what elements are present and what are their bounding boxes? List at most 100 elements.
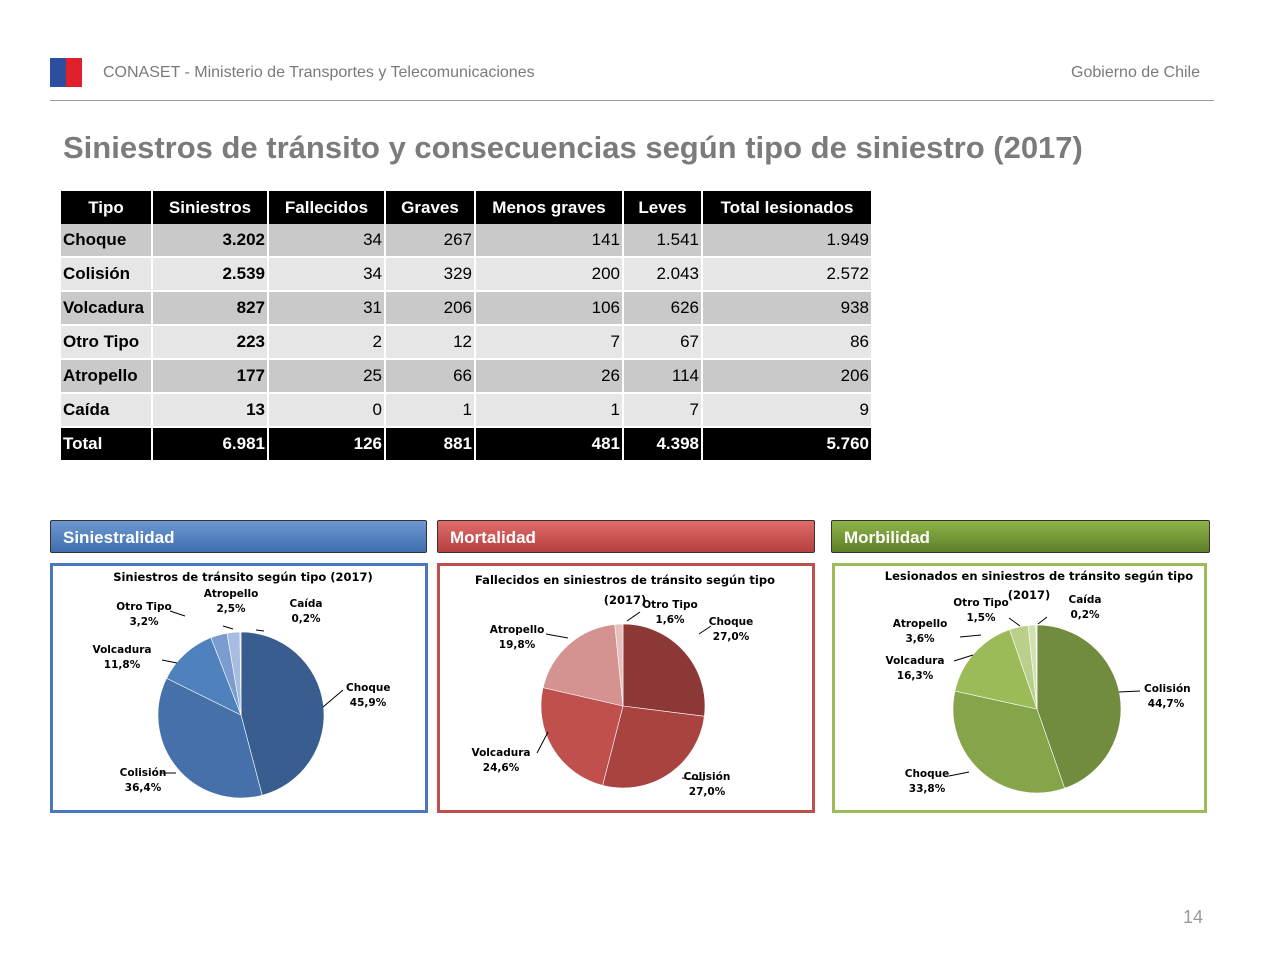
leader-line	[959, 634, 982, 638]
cell-graves: 329	[385, 257, 476, 292]
slice-label: Colisión	[1144, 683, 1191, 695]
cell-graves: 206	[385, 291, 476, 326]
cell-menos-graves: 1	[475, 393, 624, 428]
table-row: Volcadura 827 31 206 106 626 938	[61, 291, 871, 326]
section-mortalidad: Mortalidad	[437, 520, 815, 553]
cell-siniestros: 6.981	[152, 427, 269, 462]
page-number: 14	[1182, 907, 1203, 927]
slice-value-label: 36,4%	[125, 782, 162, 794]
cell-tipo: Total	[61, 427, 153, 462]
leader-line	[626, 611, 641, 622]
cell-fallecidos: 25	[268, 359, 386, 394]
cell-menos-graves: 7	[475, 325, 624, 360]
leader-line	[322, 689, 344, 708]
leader-line	[681, 777, 705, 781]
cell-siniestros: 177	[152, 359, 269, 394]
section-morbilidad: Morbilidad	[831, 520, 1210, 553]
section-siniestralidad: Siniestralidad	[50, 520, 427, 553]
leader-line	[1008, 617, 1021, 627]
chart-fallecidos-frame: Fallecidos en siniestros de tránsito seg…	[437, 563, 815, 813]
slice-value-label: 16,3%	[897, 670, 934, 682]
cell-menos-graves: 200	[475, 257, 624, 292]
slice-label: Caída	[1069, 594, 1102, 606]
pie-slice-volcadura	[954, 629, 1038, 710]
page-title: Siniestros de tránsito y consecuencias s…	[63, 130, 1083, 165]
gobierno-logo	[50, 58, 82, 87]
slice-label: Atropello	[204, 588, 259, 600]
slice-label: Choque	[709, 616, 754, 628]
pie-slice-colisi-n	[1036, 624, 1122, 789]
data-table: Tipo Siniestros Fallecidos Graves Menos …	[61, 191, 871, 462]
organization-name: CONASET - Ministerio de Transportes y Te…	[103, 64, 535, 81]
cell-leves: 1.541	[623, 224, 703, 258]
cell-leves: 626	[623, 291, 703, 326]
chart-title: Siniestros de tránsito según tipo (2017)	[113, 570, 373, 584]
cell-leves: 2.043	[623, 257, 703, 292]
slice-label: Caída	[290, 598, 323, 610]
chart-title: (2017)	[1008, 588, 1051, 602]
cell-fallecidos: 34	[268, 224, 386, 258]
slice-value-label: 2,5%	[216, 603, 246, 615]
cell-leves: 67	[623, 325, 703, 360]
pie-slice-colisi-n	[157, 677, 263, 799]
cell-leves: 4.398	[623, 427, 703, 462]
government-name: Gobierno de Chile	[1071, 64, 1200, 81]
slice-value-label: 3,6%	[905, 633, 935, 645]
chart-title: Fallecidos en siniestros de tránsito seg…	[475, 573, 775, 587]
cell-total-lesionados: 5.760	[702, 427, 871, 462]
cell-leves: 114	[623, 359, 703, 394]
cell-total-lesionados: 2.572	[702, 257, 871, 292]
leader-line	[948, 771, 970, 777]
header-divider	[50, 100, 1214, 101]
col-header-graves: Graves	[385, 191, 476, 224]
slice-value-label: 27,0%	[713, 631, 750, 643]
slice-label: Otro Tipo	[116, 601, 171, 613]
cell-fallecidos: 0	[268, 393, 386, 428]
cell-total-lesionados: 9	[702, 393, 871, 428]
pie-slice-colisi-n	[602, 705, 705, 789]
cell-menos-graves: 141	[475, 224, 624, 258]
slice-value-label: 3,2%	[129, 616, 159, 628]
cell-graves: 1	[385, 393, 476, 428]
cell-total-lesionados: 86	[702, 325, 871, 360]
cell-fallecidos: 2	[268, 325, 386, 360]
cell-total-lesionados: 1.949	[702, 224, 871, 258]
cell-siniestros: 3.202	[152, 224, 269, 258]
pie-slice-otro-tipo	[614, 623, 624, 707]
slice-label: Choque	[905, 768, 950, 780]
slice-value-label: 0,2%	[291, 613, 321, 625]
leader-line	[536, 731, 549, 754]
slice-label: Colisión	[684, 771, 731, 783]
table-row: Choque 3.202 34 267 141 1.541 1.949	[61, 224, 871, 258]
table-total-row: Total 6.981 126 881 481 4.398 5.760	[61, 427, 871, 462]
cell-tipo: Atropello	[61, 359, 153, 394]
col-header-leves: Leves	[623, 191, 703, 224]
leader-line	[255, 629, 265, 632]
col-header-siniestros: Siniestros	[152, 191, 269, 224]
cell-total-lesionados: 206	[702, 359, 871, 394]
slice-value-label: 0,2%	[1070, 609, 1100, 621]
slice-value-label: 24,6%	[483, 762, 520, 774]
slice-label: Volcadura	[886, 655, 945, 667]
pie-chart-fallecidos: Fallecidos en siniestros de tránsito seg…	[472, 573, 776, 798]
slice-value-label: 27,0%	[689, 786, 726, 798]
cell-graves: 12	[385, 325, 476, 360]
slice-value-label: 44,7%	[1148, 698, 1185, 710]
chart-siniestros-frame: Siniestros de tránsito según tipo (2017)…	[50, 563, 428, 813]
cell-tipo: Otro Tipo	[61, 325, 153, 360]
table-row: Atropello 177 25 66 26 114 206	[61, 359, 871, 394]
pie-slice-choque	[952, 690, 1066, 794]
slice-label: Otro Tipo	[953, 597, 1008, 609]
pie-slice-ca-da	[1035, 624, 1038, 710]
slice-value-label: 45,9%	[350, 697, 387, 709]
cell-menos-graves: 106	[475, 291, 624, 326]
cell-tipo: Caída	[61, 393, 153, 428]
pie-slice-atropello	[542, 624, 624, 707]
leader-line	[169, 610, 186, 617]
chart-title: Lesionados en siniestros de tránsito seg…	[885, 569, 1193, 583]
col-header-total-lesionados: Total lesionados	[702, 191, 871, 224]
cell-menos-graves: 26	[475, 359, 624, 394]
cell-fallecidos: 31	[268, 291, 386, 326]
col-header-fallecidos: Fallecidos	[268, 191, 386, 224]
cell-fallecidos: 126	[268, 427, 386, 462]
